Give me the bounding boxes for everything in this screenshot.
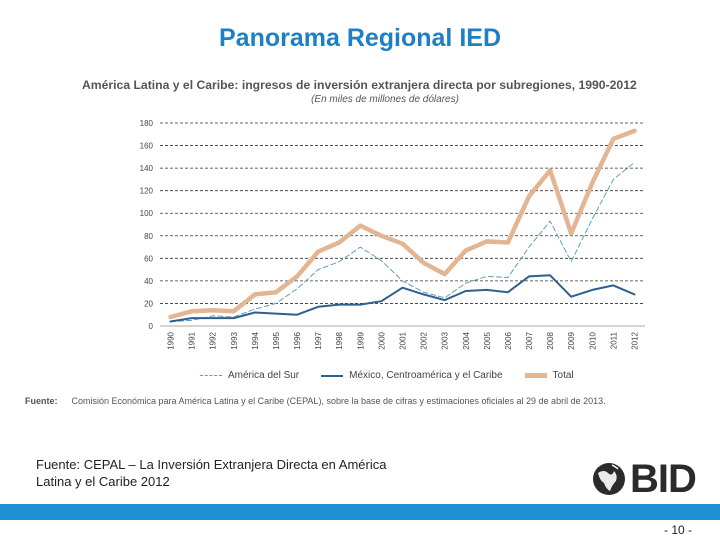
chart-title: América Latina y el Caribe: ingresos de … bbox=[82, 78, 637, 92]
x-tick-label: 1998 bbox=[335, 331, 344, 349]
legend-item-total: Total bbox=[524, 370, 574, 381]
x-tick-label: 2005 bbox=[483, 331, 492, 349]
x-tick-label: 1990 bbox=[167, 331, 176, 349]
y-tick-label: 180 bbox=[140, 119, 154, 128]
legend-label-america-del-sur: América del Sur bbox=[228, 370, 300, 381]
page-number: - 10 - bbox=[663, 523, 692, 537]
slide-title: Panorama Regional IED bbox=[218, 24, 502, 52]
chart-subtitle: (En miles de millones de dólares) bbox=[311, 94, 459, 105]
y-tick-label: 60 bbox=[144, 254, 153, 263]
y-tick-label: 160 bbox=[140, 142, 154, 151]
x-tick-label: 2002 bbox=[420, 331, 429, 349]
logo-text: BID bbox=[630, 456, 697, 501]
x-tick-label: 1995 bbox=[272, 331, 281, 349]
x-tick-label: 1996 bbox=[293, 331, 302, 349]
chart-source-label: Fuente: bbox=[25, 396, 58, 406]
x-tick-label: 1992 bbox=[209, 331, 218, 349]
y-tick-label: 40 bbox=[144, 277, 153, 286]
x-tick-label: 2008 bbox=[546, 331, 555, 349]
legend-item-mexico-ca: México, Centroamérica y el Caribe bbox=[321, 370, 503, 381]
series-line-america-del-sur bbox=[170, 162, 635, 322]
chart-source: Fuente: Comisión Económica para América L… bbox=[25, 396, 606, 406]
x-tick-label: 1994 bbox=[251, 331, 260, 349]
legend-label-total: Total bbox=[552, 370, 574, 381]
chart-legend: América del Sur México, Centroamérica y … bbox=[200, 370, 574, 381]
bid-logo: BID bbox=[592, 456, 702, 502]
legend-item-america-del-sur: América del Sur bbox=[200, 370, 299, 381]
x-tick-label: 2000 bbox=[377, 331, 386, 349]
x-tick-label: 2007 bbox=[525, 331, 534, 349]
series-line-mexico-ca bbox=[169, 274, 636, 323]
y-tick-label: 120 bbox=[140, 187, 154, 196]
series-line-total bbox=[168, 128, 637, 320]
x-tick-label: 1997 bbox=[314, 331, 323, 349]
x-tick-label: 1999 bbox=[356, 331, 365, 349]
legend-swatch-dashed bbox=[200, 375, 222, 376]
legend-label-mexico-ca: México, Centroamérica y el Caribe bbox=[349, 370, 503, 381]
y-tick-label: 140 bbox=[140, 164, 154, 173]
legend-swatch-solid bbox=[321, 374, 344, 377]
y-tick-label: 0 bbox=[149, 322, 154, 331]
x-tick-label: 1993 bbox=[230, 331, 239, 349]
y-tick-label: 20 bbox=[144, 299, 153, 308]
globe-icon bbox=[593, 463, 625, 495]
y-tick-label: 80 bbox=[144, 232, 153, 241]
x-tick-label: 2006 bbox=[504, 331, 513, 349]
legend-swatch-thick bbox=[524, 373, 547, 378]
x-tick-label: 1991 bbox=[188, 331, 197, 349]
y-tick-label: 100 bbox=[140, 209, 154, 218]
x-tick-label: 2012 bbox=[630, 331, 639, 349]
x-tick-label: 2004 bbox=[462, 331, 471, 349]
x-tick-label: 2011 bbox=[609, 331, 618, 349]
footer-source: Fuente: CEPAL – La Inversión Extranjera … bbox=[36, 457, 387, 489]
bottom-bar bbox=[0, 504, 720, 520]
fdi-line-chart: 0 20 40 60 80 100 120 140 160 180 1990 1991 1992 1993… bbox=[140, 119, 645, 350]
x-tick-label: 2009 bbox=[567, 331, 576, 349]
x-tick-label: 2003 bbox=[441, 331, 450, 349]
x-tick-label: 2001 bbox=[399, 331, 408, 349]
chart-source-text: Comisión Económica para América Latina y… bbox=[71, 396, 606, 406]
x-tick-label: 2010 bbox=[588, 331, 597, 349]
